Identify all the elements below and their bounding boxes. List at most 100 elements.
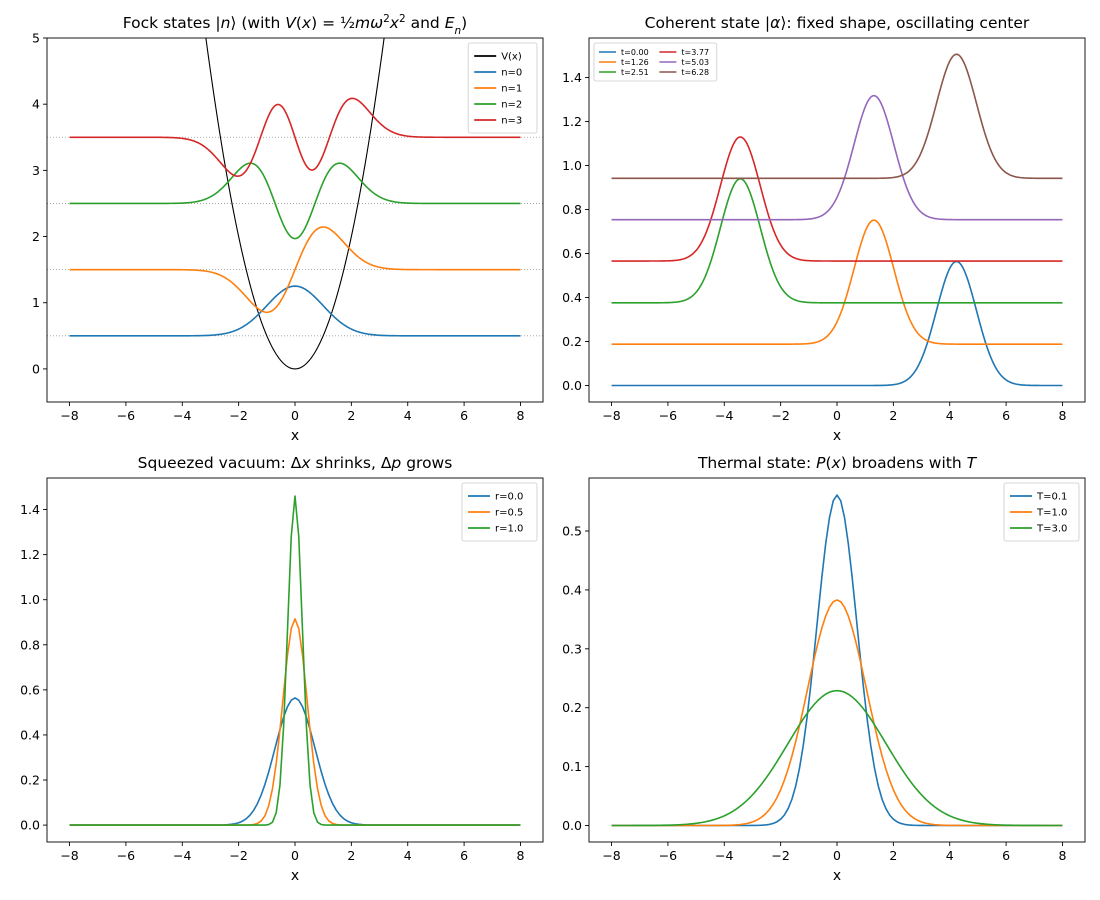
y-tick-label: 0.5 bbox=[562, 524, 582, 539]
x-axis-label: x bbox=[291, 428, 299, 444]
legend: T=0.1 T=1.0 T=3.0 bbox=[1003, 482, 1080, 542]
legend-label: V(x) bbox=[501, 52, 522, 63]
y-tick-label: 0.6 bbox=[562, 246, 582, 261]
y-tick-label: 1.2 bbox=[20, 547, 40, 562]
x-tick-label: 4 bbox=[946, 408, 954, 423]
x-tick-label: 6 bbox=[460, 408, 468, 423]
x-tick-label: 8 bbox=[1058, 408, 1066, 423]
x-tick-label: −2 bbox=[771, 848, 789, 863]
x-tick-label: −4 bbox=[173, 408, 191, 423]
legend-box bbox=[467, 42, 538, 134]
y-tick-label: 0.4 bbox=[562, 582, 582, 597]
legend: r=0.0 r=0.5 r=1.0 bbox=[461, 482, 538, 542]
y-tick-label: 3 bbox=[32, 163, 40, 178]
legend-label: n=2 bbox=[501, 100, 522, 111]
y-tick-label: 0.0 bbox=[562, 818, 582, 833]
x-tick-label: 0 bbox=[291, 848, 299, 863]
y-tick-label: 0.0 bbox=[20, 818, 40, 833]
legend-label: r=0.0 bbox=[495, 492, 523, 503]
x-tick-label: 8 bbox=[516, 408, 524, 423]
chart-title: Fock states |n⟩ (with V(x) = ½mω2x2 and … bbox=[123, 13, 467, 37]
legend-label: t=2.51 bbox=[621, 68, 649, 77]
series-line-r-0-5 bbox=[69, 618, 521, 826]
series-line-T-3-0 bbox=[611, 689, 1063, 827]
legend-item: t=3.77 bbox=[659, 48, 709, 57]
legend-item: t=1.26 bbox=[599, 58, 649, 67]
chart-panel-4: Thermal state: P(x) broadens with T −8 −6 −… bbox=[562, 454, 1086, 884]
y-tick-label: 1.0 bbox=[20, 592, 40, 607]
series-line-T-1-0 bbox=[611, 599, 1063, 827]
x-tick-label: 6 bbox=[460, 848, 468, 863]
x-tick-label: −6 bbox=[117, 848, 135, 863]
legend-item: n=2 bbox=[474, 100, 522, 111]
legend-label: r=1.0 bbox=[495, 524, 523, 535]
series-line-V-x- bbox=[205, 38, 385, 370]
y-tick-label: 0.4 bbox=[562, 290, 582, 305]
x-tick-label: 0 bbox=[291, 408, 299, 423]
y-tick-label: 0.8 bbox=[562, 202, 582, 217]
x-tick-label: 8 bbox=[516, 848, 524, 863]
x-tick-label: 2 bbox=[347, 408, 355, 423]
legend-label: T=3.0 bbox=[1036, 524, 1067, 535]
y-tick-label: 0.2 bbox=[20, 773, 40, 788]
chart-panel-1: Fock states |n⟩ (with V(x) = ½mω2x2 and … bbox=[32, 13, 544, 444]
chart-title: Coherent state |α⟩: fixed shape, oscilla… bbox=[645, 14, 1030, 32]
legend-label: n=1 bbox=[501, 84, 522, 95]
x-tick-label: −4 bbox=[715, 408, 733, 423]
chart-title: Squeezed vacuum: Δx shrinks, Δp grows bbox=[138, 454, 453, 472]
x-tick-label: −8 bbox=[602, 408, 620, 423]
legend-item: r=0.5 bbox=[468, 508, 523, 519]
series-line-T-0-1 bbox=[611, 494, 1063, 827]
x-tick-label: 8 bbox=[1058, 848, 1066, 863]
x-tick-label: −2 bbox=[229, 408, 247, 423]
x-axis-label: x bbox=[833, 428, 841, 444]
series-line-n-1 bbox=[69, 226, 521, 314]
plot-area bbox=[611, 53, 1063, 387]
legend-label: t=0.00 bbox=[621, 48, 649, 57]
y-tick-label: 1.0 bbox=[562, 158, 582, 173]
legend-item: T=1.0 bbox=[1010, 508, 1067, 519]
y-tick-label: 1.4 bbox=[562, 70, 582, 85]
legend-label: t=5.03 bbox=[681, 58, 709, 67]
legend-item: n=0 bbox=[474, 68, 522, 79]
x-tick-label: 0 bbox=[833, 848, 841, 863]
y-tick-label: 4 bbox=[32, 97, 40, 112]
legend-label: t=6.28 bbox=[681, 68, 709, 77]
y-tick-label: 0 bbox=[32, 361, 40, 376]
chart-panel-3: Squeezed vacuum: Δx shrinks, Δp grows −8 −… bbox=[20, 454, 544, 884]
x-tick-label: 2 bbox=[889, 848, 897, 863]
legend-label: T=0.1 bbox=[1036, 492, 1067, 503]
x-tick-label: −4 bbox=[173, 848, 191, 863]
x-tick-label: 6 bbox=[1002, 848, 1010, 863]
legend-item: t=6.28 bbox=[659, 68, 709, 77]
series-line-t-3-77 bbox=[611, 136, 1063, 262]
x-tick-label: 6 bbox=[1002, 408, 1010, 423]
y-tick-label: 5 bbox=[32, 31, 40, 46]
chart-title: Thermal state: P(x) broadens with T bbox=[697, 454, 978, 472]
legend-item: n=3 bbox=[474, 116, 522, 127]
series-line-t-6-28 bbox=[611, 53, 1063, 180]
x-tick-label: 4 bbox=[946, 848, 954, 863]
legend-item: t=2.51 bbox=[599, 68, 649, 77]
y-tick-label: 0.1 bbox=[562, 759, 582, 774]
series-line-n-2 bbox=[69, 162, 521, 240]
legend-box bbox=[1003, 482, 1080, 542]
legend-label: T=1.0 bbox=[1036, 508, 1067, 519]
series-line-t-0-00 bbox=[611, 260, 1063, 387]
y-tick-label: 0.3 bbox=[562, 641, 582, 656]
plot-area bbox=[69, 495, 521, 826]
y-tick-label: 0.2 bbox=[562, 700, 582, 715]
series-line-t-2-51 bbox=[611, 177, 1063, 304]
y-tick-label: 0.6 bbox=[20, 682, 40, 697]
legend-label: t=3.77 bbox=[681, 48, 709, 57]
legend-box bbox=[593, 42, 718, 82]
legend-item: n=1 bbox=[474, 84, 522, 95]
legend-item: r=0.0 bbox=[468, 492, 523, 503]
y-tick-label: 1 bbox=[32, 295, 40, 310]
legend-item: T=3.0 bbox=[1010, 524, 1067, 535]
y-tick-label: 0.0 bbox=[562, 378, 582, 393]
x-tick-label: −2 bbox=[229, 848, 247, 863]
plot-area bbox=[611, 494, 1063, 827]
legend-item: t=5.03 bbox=[659, 58, 709, 67]
